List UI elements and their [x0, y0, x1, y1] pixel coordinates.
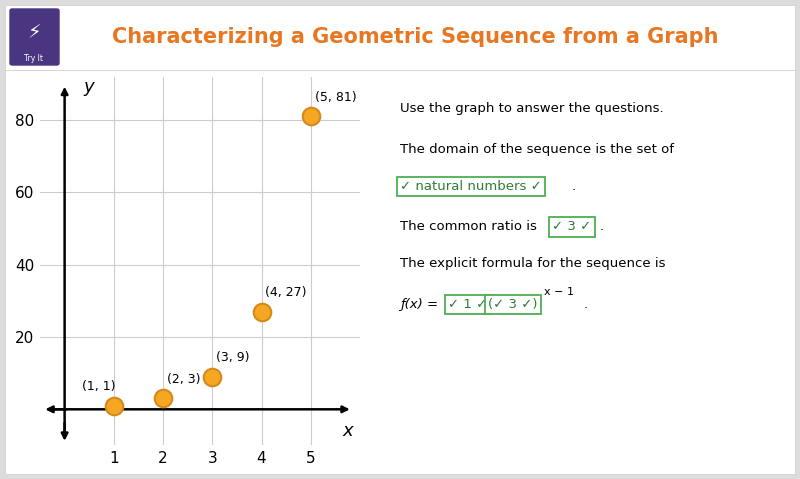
FancyBboxPatch shape [5, 70, 795, 474]
Text: ⚡: ⚡ [27, 23, 41, 43]
Point [157, 395, 170, 402]
Text: .: . [572, 180, 576, 193]
Point [255, 308, 268, 316]
Text: x − 1: x − 1 [544, 287, 574, 297]
Text: (5, 81): (5, 81) [314, 91, 356, 104]
Text: ✓ 3 ✓: ✓ 3 ✓ [552, 220, 591, 233]
Point [304, 113, 317, 120]
Text: ƒ(x) =: ƒ(x) = [400, 298, 438, 311]
Text: x: x [342, 422, 353, 440]
FancyBboxPatch shape [5, 5, 795, 70]
Point [107, 402, 120, 410]
Text: Use the graph to answer the questions.: Use the graph to answer the questions. [400, 103, 664, 115]
Point [206, 373, 218, 381]
Text: The explicit formula for the sequence is: The explicit formula for the sequence is [400, 257, 666, 270]
Text: .: . [600, 220, 604, 233]
Text: The domain of the sequence is the set of: The domain of the sequence is the set of [400, 143, 674, 156]
Text: (4, 27): (4, 27) [266, 286, 307, 299]
Text: y: y [84, 79, 94, 96]
Text: (3, 9): (3, 9) [216, 351, 250, 364]
Text: ✓ 1 ✓: ✓ 1 ✓ [448, 298, 487, 311]
Text: (✓ 3 ✓): (✓ 3 ✓) [488, 298, 538, 311]
Text: (2, 3): (2, 3) [167, 373, 201, 386]
Text: The common ratio is: The common ratio is [400, 220, 537, 233]
Text: ✓ natural numbers ✓: ✓ natural numbers ✓ [400, 180, 542, 193]
Text: Try It: Try It [25, 54, 43, 62]
Text: .: . [584, 298, 588, 311]
Text: (1, 1): (1, 1) [82, 380, 115, 393]
FancyBboxPatch shape [10, 9, 59, 65]
Text: Characterizing a Geometric Sequence from a Graph: Characterizing a Geometric Sequence from… [112, 27, 718, 47]
